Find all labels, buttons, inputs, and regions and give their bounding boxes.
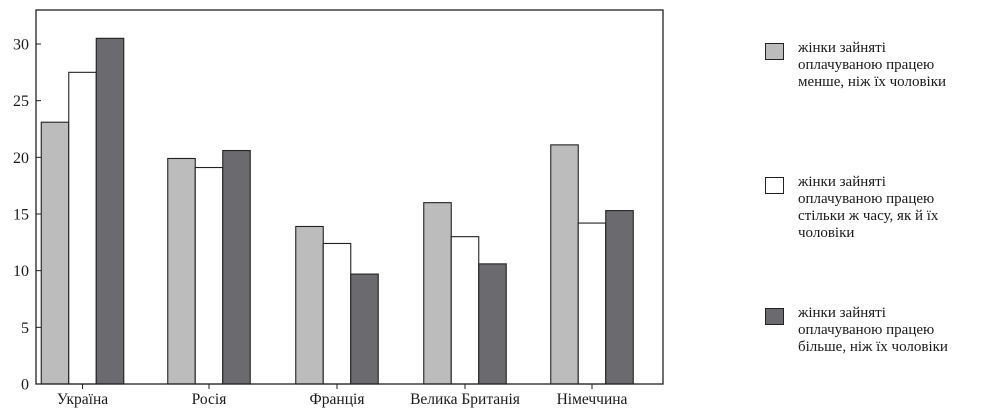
bar-3-series-2: [322, 242, 352, 385]
bar-3-series-1: [295, 225, 324, 385]
bar-3-series-3: [350, 273, 379, 385]
bar-5-series-2: [577, 222, 607, 385]
bar-5-series-3: [605, 210, 634, 385]
bar-4-series-3: [478, 263, 507, 385]
x-tick-label: Франція: [310, 391, 365, 408]
y-tick-label: 0: [21, 377, 29, 394]
legend-swatch-same: [765, 177, 784, 194]
bar-4-series-2: [450, 236, 480, 385]
y-tick-label: 5: [21, 320, 29, 337]
bar-4-series-1: [423, 202, 452, 385]
x-tick-label: Україна: [57, 391, 108, 408]
bar-1-series-3: [95, 37, 125, 385]
x-tick-label: Росія: [192, 391, 227, 408]
y-tick-label: 20: [13, 150, 29, 167]
bar-2-series-1: [167, 157, 196, 385]
bar-1-series-2: [68, 71, 97, 385]
bar-1-series-1: [40, 121, 70, 385]
x-tick-label: Велика Британія: [410, 391, 520, 408]
y-tick-label: 30: [13, 37, 29, 54]
y-tick-label: 25: [13, 93, 29, 110]
bar-5-series-1: [550, 144, 579, 385]
bar-2-series-3: [222, 149, 251, 385]
bars-layer: [40, 37, 634, 385]
legend-label-same: жінки зайняті оплачуваною працею стільки…: [798, 174, 939, 241]
plot-frame: [35, 9, 664, 385]
legend-swatch-more: [765, 308, 784, 325]
x-tick-label: Німеччина: [557, 391, 628, 408]
y-tick-label: 15: [13, 207, 29, 224]
legend-label-more: жінки зайняті оплачуваною працею більше,…: [798, 305, 948, 355]
bar-2-series-2: [194, 166, 224, 385]
legend-swatch-less: [765, 43, 784, 60]
y-tick-label: 10: [13, 263, 29, 280]
legend-label-less: жінки зайняті оплачуваною працею менше, …: [798, 40, 947, 90]
axes: Україна Росія Франція Велика Британія Німечч…: [13, 37, 628, 409]
